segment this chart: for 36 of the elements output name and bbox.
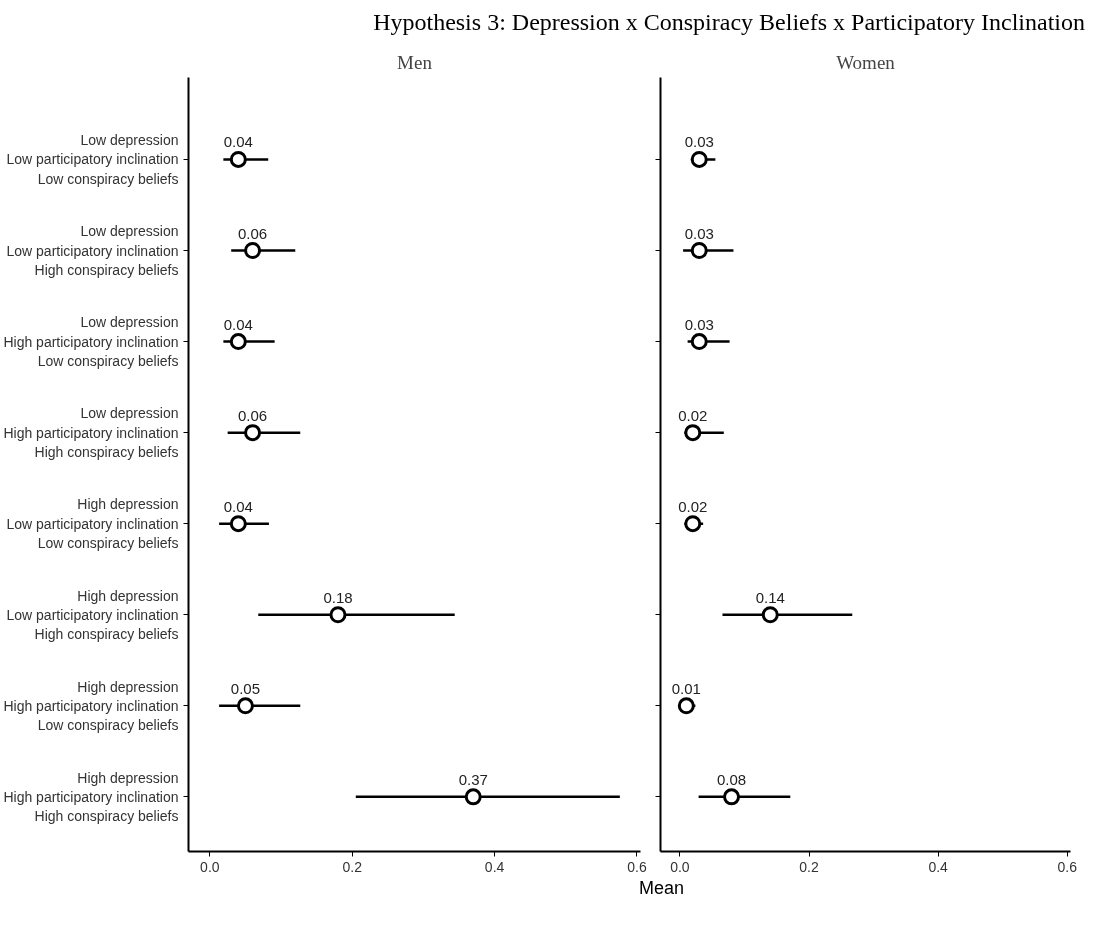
y-tick-label: Low depression Low participatory inclination High conspiracy beliefs xyxy=(6,223,179,278)
x-tick-label: 0.6 xyxy=(627,858,647,875)
data-label: 0.04 xyxy=(223,133,253,151)
data-label: 0.04 xyxy=(223,315,253,333)
y-tick-label: High depression High participatory inclination High conspiracy beliefs xyxy=(3,769,179,825)
data-label: 0.06 xyxy=(237,406,268,424)
data-label: 0.02 xyxy=(678,497,708,515)
data-label: 0.03 xyxy=(684,224,714,242)
data-label: 0.03 xyxy=(684,133,714,151)
chart-subtitle: Men xyxy=(397,51,433,73)
x-tick-label: 0.2 xyxy=(799,858,819,875)
data-label: 0.02 xyxy=(678,406,708,424)
x-tick-label: 0.0 xyxy=(200,858,220,875)
x-tick-label: 0.0 xyxy=(670,858,690,875)
data-label: 0.01 xyxy=(671,680,701,698)
x-tick-label: 0.4 xyxy=(928,858,949,875)
text: Hypothesis 3: Depression x Conspiracy Beliefs x Participatory Inclination xyxy=(373,8,1085,37)
data-label: 0.04 xyxy=(223,497,253,515)
data-label: 0.03 xyxy=(684,315,714,333)
y-tick-label: High depression High participatory inclination Low conspiracy beliefs xyxy=(3,678,179,734)
data-label: 0.05 xyxy=(230,680,261,698)
x-axis-title: Mean xyxy=(638,877,685,901)
data-label: 0.06 xyxy=(237,224,268,242)
y-tick-label: Low depression High participatory inclination High conspiracy beliefs xyxy=(3,405,179,461)
y-tick-label: High depression Low participatory inclination Low conspiracy beliefs xyxy=(6,496,179,552)
data-label: 0.37 xyxy=(458,771,488,789)
chart-title: Women xyxy=(836,51,896,73)
x-tick-label: 0.6 xyxy=(1057,858,1078,875)
y-tick-label: High depression Low participatory inclination High conspiracy beliefs xyxy=(6,587,179,643)
y-tick-label: Low depression High participatory inclination Low conspiracy beliefs xyxy=(3,314,179,370)
x-tick-label: 0.2 xyxy=(342,858,363,875)
y-tick-label: Low depression Low participatory inclination Low conspiracy beliefs xyxy=(6,132,179,187)
data-label: 0.18 xyxy=(323,589,353,607)
data-label: 0.08 xyxy=(716,771,747,789)
x-tick-label: 0.4 xyxy=(484,858,505,875)
data-label: 0.14 xyxy=(755,589,785,607)
